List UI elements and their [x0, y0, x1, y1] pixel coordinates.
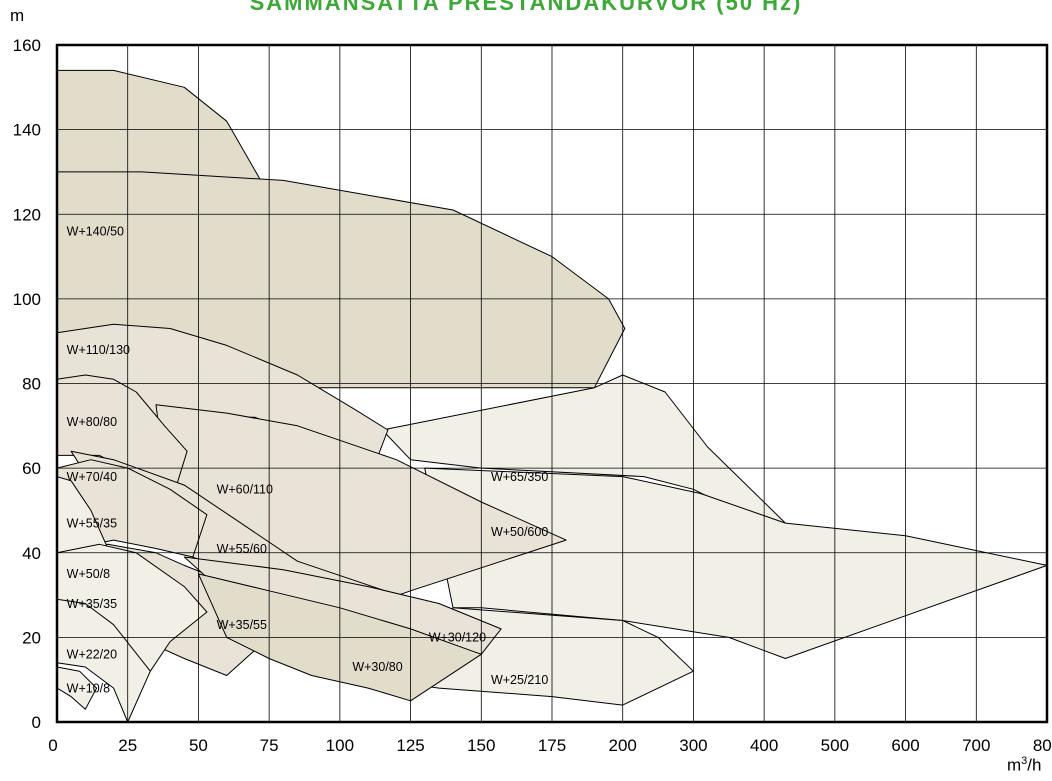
pump-labels: W+140/50 W+110/130 W+80/80 W+70/40 W+60/110 W…: [67, 224, 549, 695]
x-tick-label: 0: [48, 736, 57, 755]
x-tick-label: 400: [750, 736, 778, 755]
pump-label: W+70/40: [67, 470, 117, 484]
pump-area-w-50-600: [424, 467, 1048, 659]
y-tick-label: 160: [13, 36, 41, 55]
x-axis-label-tail: /h: [1027, 755, 1042, 775]
x-tick-label: 25: [118, 736, 137, 755]
y-tick-label: 140: [13, 121, 41, 140]
pump-label: W+140/50: [67, 224, 124, 238]
y-tick-label: 120: [13, 205, 41, 224]
y-tick-label: 20: [22, 628, 41, 647]
pump-label: W+50/8: [67, 567, 110, 581]
x-tick-label: 50: [189, 736, 208, 755]
y-tick-label: 0: [32, 713, 41, 732]
pump-label: W+35/35: [67, 597, 117, 611]
pump-label: W+65/350: [491, 470, 548, 484]
x-tick-label: 500: [821, 736, 849, 755]
pump-label: W+80/80: [67, 415, 117, 429]
tick-labels: 0 20 40 60 80 100 120 140 160 0 25 50 75 100 125 150 175…: [13, 36, 1052, 755]
pump-label: W+55/35: [67, 516, 117, 530]
grid-lines: [57, 45, 1047, 722]
x-tick-label: 100: [326, 736, 354, 755]
pump-label: W+60/110: [217, 483, 273, 497]
pump-label: W+110/130: [67, 343, 130, 357]
pump-label: W+30/120: [429, 631, 486, 645]
pump-area-w-110-130: [56, 171, 626, 389]
pump-label: W+35/55: [217, 618, 267, 632]
y-tick-label: 40: [22, 544, 41, 563]
chart-title: SAMMANSATTA PRESTANDAKURVOR (50 Hz): [249, 0, 803, 15]
y-axis-label: m: [10, 6, 25, 25]
pump-label: W+50/600: [491, 525, 548, 539]
x-tick-label: 150: [467, 736, 495, 755]
x-tick-label: 175: [538, 736, 566, 755]
y-tick-label: 80: [22, 375, 41, 394]
y-tick-label: 100: [13, 290, 41, 309]
pump-label: W+10/8: [67, 681, 110, 695]
x-tick-label: 600: [891, 736, 919, 755]
x-tick-label: 75: [260, 736, 279, 755]
x-axis-label-base: m: [1007, 755, 1022, 775]
x-axis-label: m3/h: [1007, 755, 1041, 776]
x-axis-label-sup: 3: [1021, 755, 1028, 767]
x-tick-label: 700: [962, 736, 990, 755]
x-tick-label: 125: [396, 736, 424, 755]
x-tick-label: 300: [679, 736, 707, 755]
x-tick-label: 200: [609, 736, 637, 755]
y-tick-label: 60: [22, 459, 41, 478]
pump-area-w-140-50: [56, 69, 262, 181]
plot-frame: [55, 43, 1049, 724]
pump-label: W+55/60: [217, 542, 267, 556]
x-tick-label: 800: [1033, 736, 1052, 755]
pump-label: W+22/20: [67, 648, 117, 662]
pump-label: W+30/80: [352, 660, 402, 674]
pump-label: W+25/210: [491, 673, 548, 687]
